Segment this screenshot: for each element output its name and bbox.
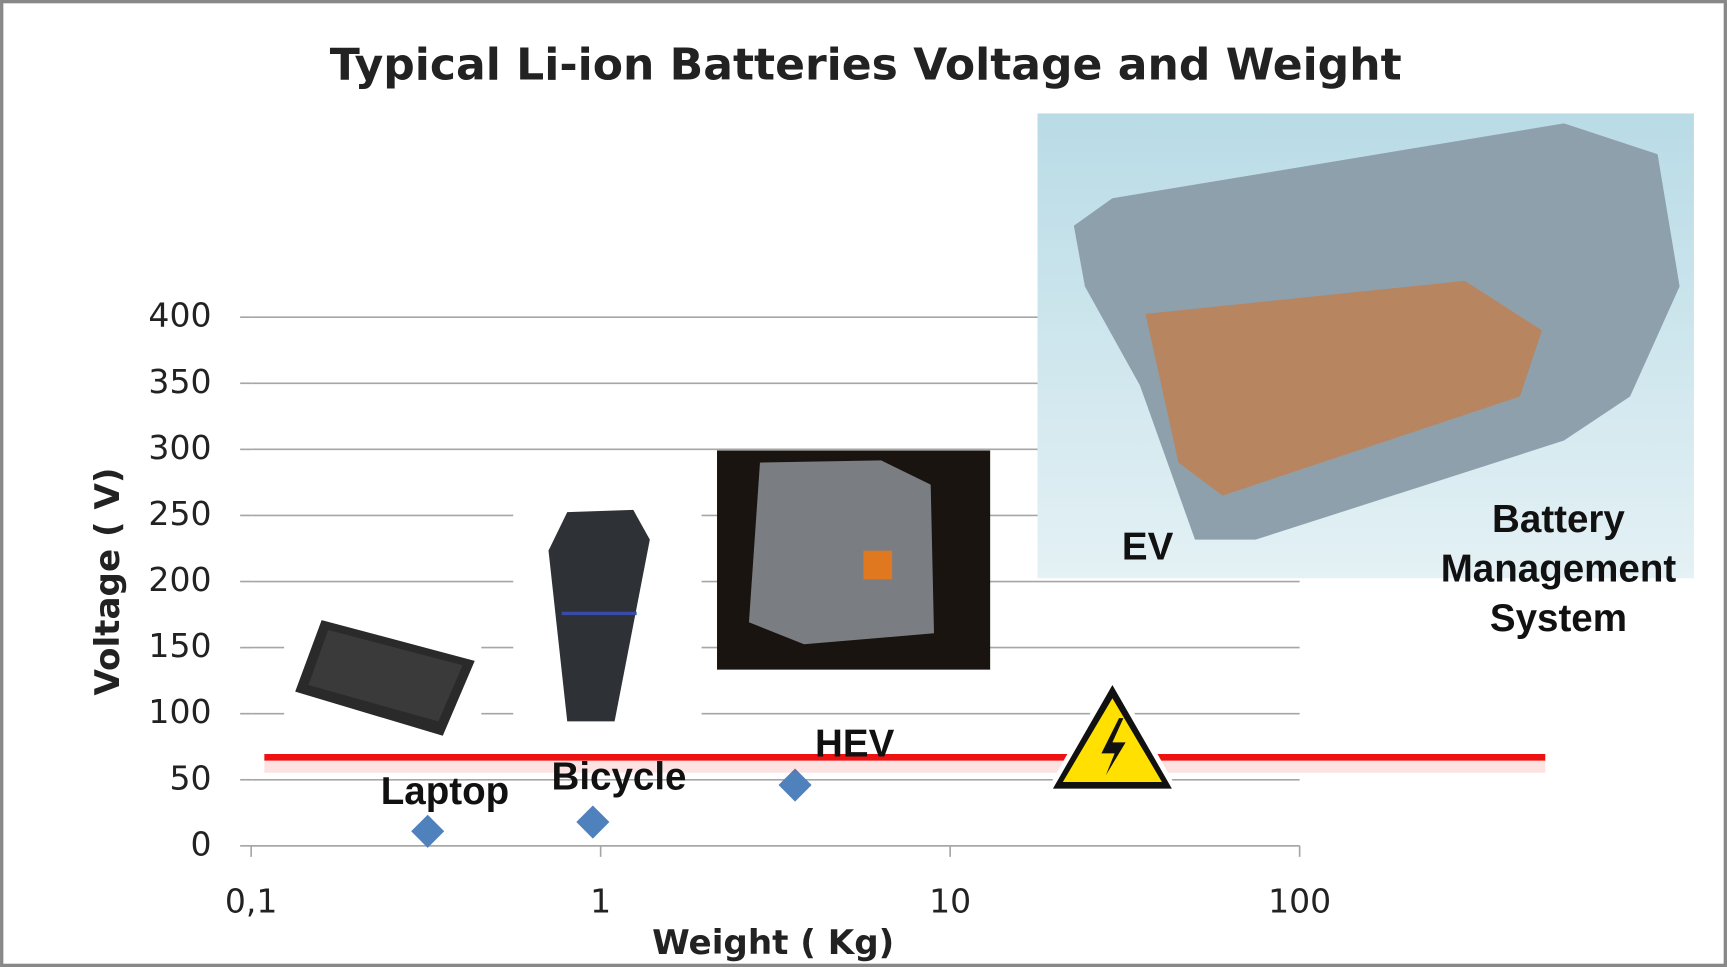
x-tick-label: 10 <box>929 882 971 921</box>
y-tick-label: 300 <box>148 428 211 467</box>
annotation: Battery Management System <box>1441 498 1677 640</box>
warning-sign <box>1044 674 1181 796</box>
y-tick-label: 400 <box>148 296 211 335</box>
point-label: Bicycle <box>552 756 687 799</box>
annotation: EV <box>1122 525 1174 568</box>
point-label: HEV <box>815 723 895 766</box>
point <box>778 768 812 802</box>
y-tick-label: 350 <box>148 362 211 401</box>
warning-bolt <box>1101 718 1126 776</box>
point <box>411 814 445 848</box>
y-tick-label: 100 <box>148 692 211 731</box>
y-tick-label: 150 <box>148 626 211 665</box>
y-tick-label: 0 <box>190 824 211 863</box>
chart-title: Typical Li-ion Batteries Voltage and Wei… <box>330 39 1402 90</box>
x-tick-label: 100 <box>1268 882 1331 921</box>
x-tick-label: 1 <box>590 882 611 921</box>
hev-connector <box>863 550 893 580</box>
y-tick-label: 200 <box>148 560 211 599</box>
bicycle-battery <box>548 509 650 722</box>
labels: Laptop Bicycle HEV EV Battery Management Syste… <box>381 498 1677 813</box>
x-axis-title: Weight ( Kg) <box>652 923 894 963</box>
hev-battery <box>748 460 934 645</box>
x-tick-label: 0,1 <box>225 882 278 921</box>
y-axis-title: Voltage ( V) <box>88 468 128 696</box>
y-tick-label: 250 <box>148 494 211 533</box>
y-tick-label: 50 <box>169 758 211 797</box>
laptop-battery-label <box>308 629 463 722</box>
point-label: Laptop <box>381 770 509 813</box>
ev-battery-cells <box>1145 280 1542 496</box>
photos <box>284 113 1694 738</box>
point <box>576 805 610 839</box>
